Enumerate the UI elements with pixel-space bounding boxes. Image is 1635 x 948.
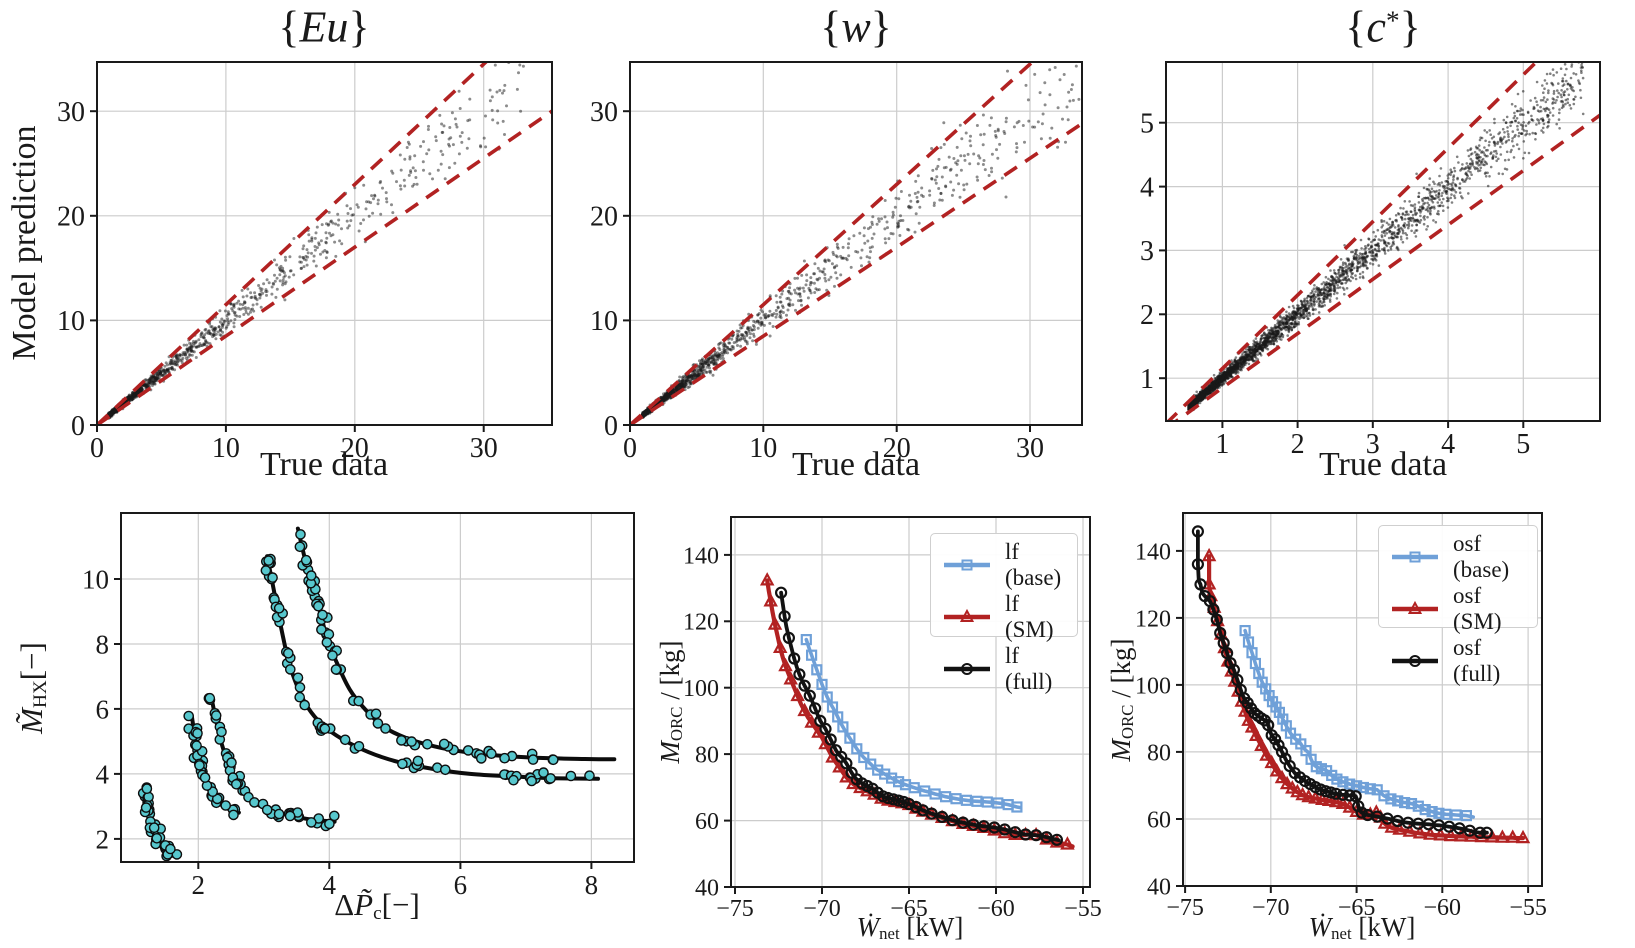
svg-text:30: 30	[590, 97, 618, 128]
svg-text:10: 10	[57, 306, 85, 337]
x-axis-label-true-data-w: True data	[791, 446, 921, 483]
plot-title-w: {w}	[820, 2, 892, 52]
svg-text:10: 10	[749, 433, 777, 464]
lf-sm-line-triangle-icon	[944, 608, 990, 622]
svg-text:0: 0	[90, 433, 104, 464]
legend-item-osf-base: osf (base)	[1389, 531, 1527, 583]
legend-item-osf-full: osf (full)	[1389, 635, 1527, 687]
y-axis-label-morc-lf: MORC / [kg]	[654, 640, 687, 764]
y-axis-label-mhx: M̃HX[−]	[14, 642, 51, 734]
legend-item-osf-sm: osf (SM)	[1389, 583, 1527, 635]
lf-base-line-square-icon	[944, 559, 990, 571]
svg-text:10: 10	[590, 306, 618, 337]
plot-title-eu: {Eu}	[278, 2, 370, 52]
parity-eu: 0 10 20 30 0 10 20 30	[57, 61, 553, 464]
svg-text:20: 20	[57, 202, 85, 233]
osf-full-line-circle-icon	[1392, 655, 1438, 667]
legend-item-lf-sm: lf (SM)	[941, 591, 1067, 643]
legend-item-lf-full: lf (full)	[941, 643, 1067, 695]
x-axis-label-wnet-lf: Ẇnet [kW]	[856, 911, 964, 944]
legend-label-lf-sm: lf (SM)	[1005, 591, 1054, 642]
lf-full-line-circle-icon	[944, 663, 990, 675]
legend-osf-box: osf (base) osf (SM) osf (full)	[1378, 525, 1538, 686]
svg-text:30: 30	[57, 97, 85, 128]
svg-text:30: 30	[1016, 433, 1044, 464]
legend-label-lf-full: lf (full)	[1005, 643, 1053, 694]
svg-text:10: 10	[212, 433, 240, 464]
osf-base-line-square-icon	[1392, 551, 1438, 563]
svg-text:20: 20	[883, 433, 911, 464]
parity-w: 0 10 20 30 0 10 20 30	[590, 61, 1083, 464]
svg-text:20: 20	[341, 433, 369, 464]
osf-sm-line-triangle-icon	[1392, 600, 1438, 614]
svg-text:0: 0	[604, 411, 618, 442]
x-axis-label-dpc: ΔP̃c[−]	[334, 887, 420, 924]
legend-label-osf-full: osf (full)	[1453, 635, 1501, 686]
svg-text:0: 0	[71, 411, 85, 442]
svg-text:20: 20	[590, 202, 618, 233]
legend-item-lf-base: lf (base)	[941, 539, 1067, 591]
y-axis-label-morc-osf: MORC / [kg]	[1105, 638, 1138, 762]
x-axis-label-wnet-osf: Ẇnet [kW]	[1308, 911, 1416, 944]
legend-label-lf-base: lf (base)	[1005, 539, 1062, 590]
x-axis-label-true-data-eu: True data	[259, 446, 389, 483]
svg-text:0: 0	[623, 433, 637, 464]
legend-label-osf-sm: osf (SM)	[1453, 583, 1502, 634]
svg-text:30: 30	[470, 433, 498, 464]
y-axis-label-model-prediction: Model prediction	[6, 125, 43, 361]
legend-lf-box: lf (base) lf (SM) lf (full)	[930, 533, 1078, 694]
legend-label-osf-base: osf (base)	[1453, 531, 1510, 582]
plot-title-cstar: {c*}	[1345, 2, 1421, 52]
x-axis-label-true-data-cstar: True data	[1318, 446, 1448, 483]
